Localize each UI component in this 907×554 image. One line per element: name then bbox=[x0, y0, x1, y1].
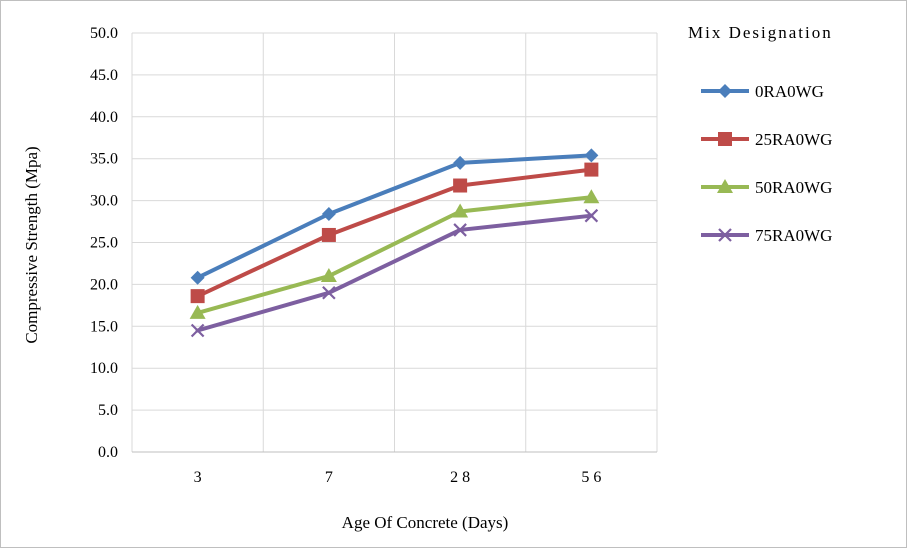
x-tick-labels: 3 7 2 8 5 6 bbox=[194, 469, 602, 486]
data-point bbox=[321, 227, 336, 242]
series-75RA0WG bbox=[190, 208, 599, 338]
series-line bbox=[195, 167, 594, 299]
y-axis-title: Compressive Strength (Mpa) bbox=[22, 146, 41, 343]
data-point bbox=[584, 208, 599, 223]
legend-marker bbox=[718, 228, 732, 242]
series-line bbox=[195, 195, 594, 315]
y-tick-label: 35.0 bbox=[90, 151, 118, 168]
legend: Mix Designation 0RA0WG 25RA0WG 50RA0WG 75RA… bbox=[688, 23, 833, 245]
x-tick-label: 2 8 bbox=[450, 469, 470, 486]
y-tick-label: 15.0 bbox=[90, 318, 118, 335]
data-point bbox=[583, 189, 600, 204]
series-50RA0WG bbox=[189, 189, 600, 319]
data-point bbox=[190, 323, 205, 338]
y-tick-label: 30.0 bbox=[90, 193, 118, 210]
data-point bbox=[584, 162, 599, 177]
series-line bbox=[195, 153, 594, 280]
data-point bbox=[320, 268, 337, 283]
legend-item: 50RA0WG bbox=[701, 178, 832, 197]
y-tick-label: 20.0 bbox=[90, 276, 118, 293]
legend-label: 50RA0WG bbox=[755, 178, 832, 197]
series-layer bbox=[189, 148, 600, 338]
data-point bbox=[321, 207, 336, 222]
legend-label: 25RA0WG bbox=[755, 130, 832, 149]
series-line bbox=[195, 213, 594, 333]
y-tick-label: 5.0 bbox=[98, 402, 118, 419]
x-tick-label: 5 6 bbox=[581, 469, 601, 486]
data-point bbox=[452, 203, 469, 218]
data-point bbox=[322, 286, 336, 300]
y-tick-label: 40.0 bbox=[90, 109, 118, 126]
x-tick-label: 7 bbox=[325, 469, 333, 486]
data-point bbox=[190, 270, 205, 285]
legend-label: 75RA0WG bbox=[755, 226, 832, 245]
legend-title: Mix Designation bbox=[688, 23, 833, 42]
y-tick-label: 0.0 bbox=[98, 444, 118, 461]
legend-item: 25RA0WG bbox=[701, 130, 832, 149]
data-point bbox=[453, 178, 468, 193]
data-point bbox=[190, 289, 205, 304]
data-point bbox=[453, 155, 468, 170]
legend-marker bbox=[717, 179, 733, 193]
y-tick-label: 25.0 bbox=[90, 235, 118, 252]
legend-marker bbox=[718, 84, 732, 98]
y-tick-label: 50.0 bbox=[90, 25, 118, 42]
legend-item: 75RA0WG bbox=[701, 226, 832, 245]
x-axis-title: Age Of Concrete (Days) bbox=[342, 513, 509, 532]
data-point bbox=[453, 223, 467, 237]
legend-item: 0RA0WG bbox=[701, 82, 824, 101]
y-tick-label: 10.0 bbox=[90, 360, 118, 377]
y-tick-labels: 0.0 5.0 10.0 15.0 20.0 25.0 30.0 35.0 40.0 45.0 50… bbox=[90, 25, 118, 461]
y-tick-label: 45.0 bbox=[90, 67, 118, 84]
series-25RA0WG bbox=[190, 162, 599, 304]
data-point bbox=[189, 304, 206, 319]
legend-label: 0RA0WG bbox=[755, 82, 824, 101]
data-point bbox=[584, 148, 599, 163]
legend-marker bbox=[718, 132, 732, 146]
x-tick-label: 3 bbox=[194, 469, 202, 486]
series-0RA0WG bbox=[190, 148, 599, 285]
